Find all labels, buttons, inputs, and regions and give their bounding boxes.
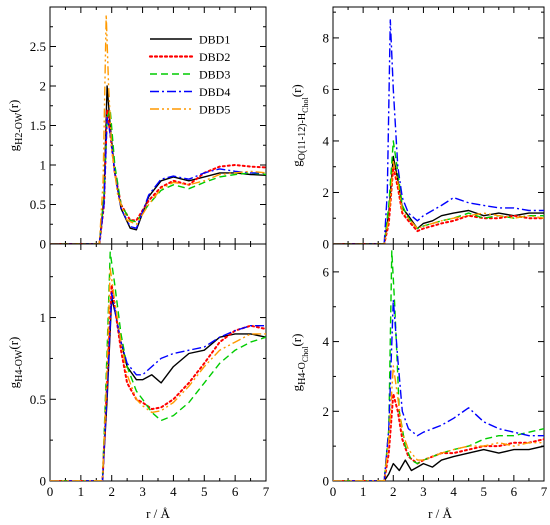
series-line-dbd3 [50, 109, 266, 244]
plot-frame [332, 243, 545, 482]
y-tick-label: 6 [323, 82, 330, 97]
y-axis-title: gH4-OW(r) [6, 337, 25, 389]
y-tick-label: 1 [40, 310, 47, 325]
legend-label-dbd2: DBD2 [199, 50, 230, 64]
x-tick-label: 6 [511, 484, 518, 499]
series-line-dbd5 [333, 365, 544, 481]
y-tick-label: 2 [40, 79, 47, 94]
legend-label-dbd3: DBD3 [199, 68, 230, 82]
y-tick-label: 2.5 [30, 39, 46, 54]
x-tick-label: 3 [139, 484, 146, 499]
x-tick-label: 2 [108, 484, 115, 499]
series-line-dbd3 [333, 250, 544, 481]
series-line-dbd1 [333, 445, 544, 481]
series-line-dbd2 [333, 165, 544, 244]
y-tick-label: 4 [323, 133, 330, 148]
x-tick-label: 0 [330, 484, 337, 499]
x-tick-label: 2 [390, 484, 397, 499]
series-line-dbd3 [50, 251, 266, 481]
y-tick-label: 1 [40, 158, 47, 173]
series-line-dbd2 [333, 392, 544, 481]
legend-label-dbd4: DBD4 [199, 85, 230, 99]
series-line-dbd4 [333, 299, 544, 481]
panel-bottom-right: 0 1 2 3 4 5 6 7 0 2 4 6 gH4-OChol(r) [289, 243, 548, 499]
plot-frame [49, 243, 267, 482]
x-tick-label: 7 [263, 484, 270, 499]
legend-label-dbd1: DBD1 [199, 33, 230, 47]
panel-top-left: 0 0.5 1 1.5 2 2.5 gH2-OW(r) [6, 6, 267, 252]
y-tick-label: 0.5 [30, 197, 46, 212]
x-tick-label: 6 [232, 484, 239, 499]
y-tick-label: 6 [323, 264, 330, 279]
x-axis-title-left: r / Å [146, 506, 170, 521]
x-tick-label: 4 [170, 484, 177, 499]
legend-label-dbd5: DBD5 [199, 103, 230, 117]
series-line-dbd1 [50, 297, 266, 481]
x-tick-label: 4 [450, 484, 457, 499]
y-tick-label: 1.5 [30, 118, 46, 133]
series-line-dbd5 [50, 14, 266, 244]
x-tick-label: 1 [78, 484, 85, 499]
plot-frame [49, 6, 267, 245]
y-tick-label: 4 [323, 334, 330, 349]
series-line-dbd5 [333, 160, 544, 244]
series-line-dbd2 [50, 108, 266, 244]
y-tick-label: 0 [40, 474, 47, 489]
x-tick-label: 0 [47, 484, 54, 499]
y-axis-title: gH2-OW(r) [6, 100, 25, 152]
series-line-dbd1 [333, 155, 544, 244]
x-axis-title-right: r / Å [428, 506, 452, 521]
y-tick-label: 8 [323, 30, 330, 45]
legend: DBD1 DBD2 DBD3 DBD4 DBD5 [148, 33, 230, 117]
y-tick-label: 2 [323, 185, 330, 200]
x-tick-label: 7 [541, 484, 548, 499]
panel-bottom-left: 0 1 2 3 4 5 6 7 0 0.5 1 gH4-OW(r) [6, 243, 270, 499]
y-axis-title: gH4-OChol(r) [289, 334, 310, 392]
series-line-dbd2 [50, 283, 266, 481]
y-tick-label: 0.5 [30, 392, 46, 407]
series-line-dbd4 [50, 292, 266, 481]
y-axis-title: gO(11-12)-HChol(r) [289, 84, 310, 166]
y-tick-label: 0 [40, 237, 47, 252]
panel-top-right: 0 2 4 6 8 gO(11-12)-HChol(r) [289, 6, 545, 252]
x-tick-label: 3 [420, 484, 427, 499]
y-tick-label: 0 [323, 237, 330, 252]
x-tick-label: 1 [360, 484, 367, 499]
x-tick-label: 5 [480, 484, 487, 499]
y-tick-label: 0 [323, 474, 330, 489]
series-line-dbd3 [333, 140, 544, 244]
y-tick-label: 2 [323, 404, 330, 419]
series-line-dbd4 [333, 19, 544, 244]
x-tick-label: 5 [201, 484, 208, 499]
series-line-dbd5 [50, 267, 266, 481]
series-line-dbd4 [50, 116, 266, 244]
